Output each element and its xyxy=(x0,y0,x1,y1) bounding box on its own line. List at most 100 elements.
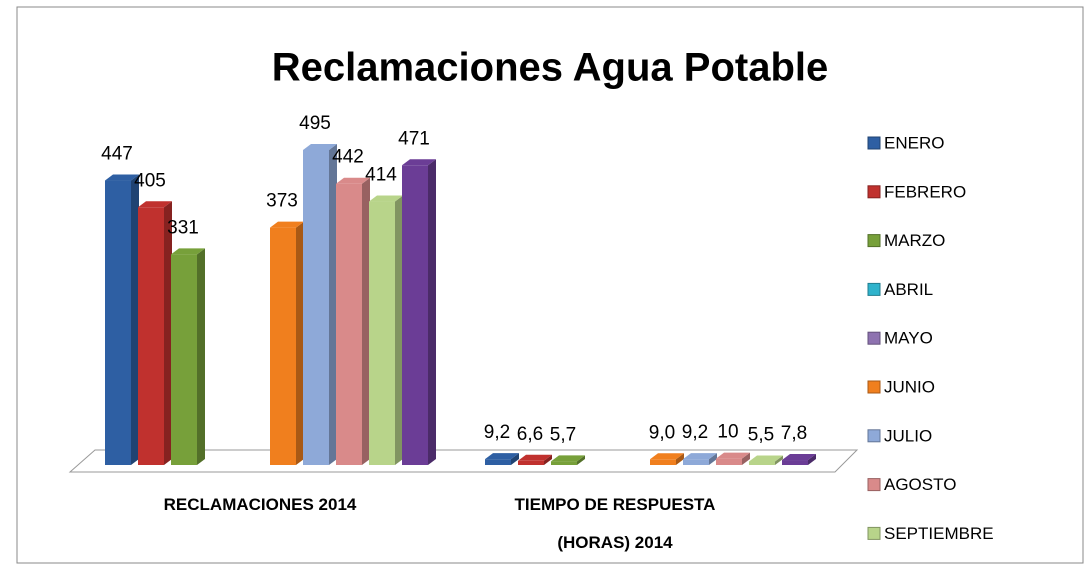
legend-label: MARZO xyxy=(884,231,945,250)
bar-side xyxy=(775,455,783,465)
legend-label: JULIO xyxy=(884,426,932,445)
bar xyxy=(683,453,717,465)
data-label: 10 xyxy=(717,422,738,443)
bar-top xyxy=(749,455,783,462)
bar-top xyxy=(138,201,172,208)
legend-label: FEBRERO xyxy=(884,182,966,201)
data-label: 7,8 xyxy=(781,423,807,444)
data-label: 9,2 xyxy=(682,422,708,443)
legend-swatch xyxy=(867,429,881,443)
chart-title: Reclamaciones Agua Potable xyxy=(272,46,828,90)
bar-side xyxy=(131,174,139,465)
bar xyxy=(171,248,205,465)
legend-swatch xyxy=(867,331,881,345)
data-label: 6,6 xyxy=(517,424,543,445)
bar-front xyxy=(369,201,395,465)
legend-label: JUNIO xyxy=(884,377,935,396)
legend-swatch xyxy=(867,478,881,492)
bar-top xyxy=(716,452,750,459)
bar-top xyxy=(303,144,337,150)
bar-front xyxy=(518,460,544,465)
bar-side xyxy=(362,177,370,465)
data-label: 405 xyxy=(134,170,166,191)
data-label: 9,2 xyxy=(484,422,510,443)
bar-top xyxy=(105,174,139,181)
bar-side xyxy=(577,455,585,465)
bar-top xyxy=(402,159,436,166)
legend-label: SEPTIEMBRE xyxy=(884,524,994,543)
bar-side xyxy=(742,452,750,465)
x-tick-label: TIEMPO DE RESPUESTA (HORAS) 2014 xyxy=(514,495,716,552)
data-label: 331 xyxy=(167,217,199,238)
bar-side xyxy=(544,454,552,465)
bar-side xyxy=(511,453,519,465)
bar-front xyxy=(270,227,296,465)
bar-top xyxy=(683,453,717,460)
bar xyxy=(369,195,403,465)
data-label: 447 xyxy=(101,144,133,165)
bar-front xyxy=(402,165,428,466)
bar-front xyxy=(138,207,164,466)
bar-top xyxy=(551,455,585,462)
bar-top xyxy=(171,248,205,255)
bar-front xyxy=(650,459,676,465)
data-label: 373 xyxy=(266,191,298,212)
data-label: 471 xyxy=(398,128,430,149)
bar xyxy=(105,174,139,465)
legend-swatch xyxy=(867,526,881,540)
bar-side xyxy=(395,195,403,465)
bar-side xyxy=(428,159,436,466)
legend-swatch xyxy=(867,282,881,296)
bar xyxy=(716,452,750,465)
bar-front xyxy=(749,461,775,465)
legend-label: ABRIL xyxy=(884,280,933,299)
bar-front xyxy=(105,180,131,465)
bar xyxy=(782,454,816,465)
bar-top xyxy=(650,453,684,460)
legend-swatch xyxy=(867,185,881,199)
bar xyxy=(336,177,370,465)
bar-side xyxy=(808,454,816,465)
bar-front xyxy=(716,458,742,465)
bar-side xyxy=(676,453,684,465)
legend-label: AGOSTO xyxy=(884,475,956,494)
data-label: 495 xyxy=(299,113,331,134)
bar-side xyxy=(329,144,337,465)
legend-label: MAYO xyxy=(884,329,933,348)
bar-front xyxy=(551,461,577,465)
bar xyxy=(518,454,552,465)
bar xyxy=(270,221,304,465)
bar-front xyxy=(303,150,329,465)
bar-side xyxy=(709,453,717,465)
legend-label: ENERO xyxy=(884,133,944,152)
bar xyxy=(138,201,172,466)
bar-front xyxy=(683,459,709,465)
bar-top xyxy=(518,454,552,461)
bar-front xyxy=(171,254,197,465)
bar xyxy=(650,453,684,465)
bar-top xyxy=(782,454,816,461)
bar-front xyxy=(782,460,808,465)
data-label: 442 xyxy=(332,147,364,168)
bar xyxy=(485,453,519,465)
bar xyxy=(303,144,337,465)
data-label: 414 xyxy=(365,165,397,186)
legend-swatch xyxy=(867,234,881,248)
bar-top xyxy=(336,177,370,184)
data-label: 5,7 xyxy=(550,424,576,445)
legend-swatch xyxy=(867,136,881,150)
bar-side xyxy=(197,248,205,465)
bar-side xyxy=(296,221,304,465)
bar-top xyxy=(270,221,304,228)
x-tick-label: RECLAMACIONES 2014 xyxy=(163,495,357,514)
bar-side xyxy=(164,201,172,466)
bar-front xyxy=(485,459,511,465)
bar-top xyxy=(485,453,519,460)
bar-front xyxy=(336,183,362,465)
bar-top xyxy=(369,195,403,202)
bar xyxy=(402,159,436,466)
data-label: 9,0 xyxy=(649,422,675,443)
legend-swatch xyxy=(867,380,881,394)
bar xyxy=(749,455,783,465)
